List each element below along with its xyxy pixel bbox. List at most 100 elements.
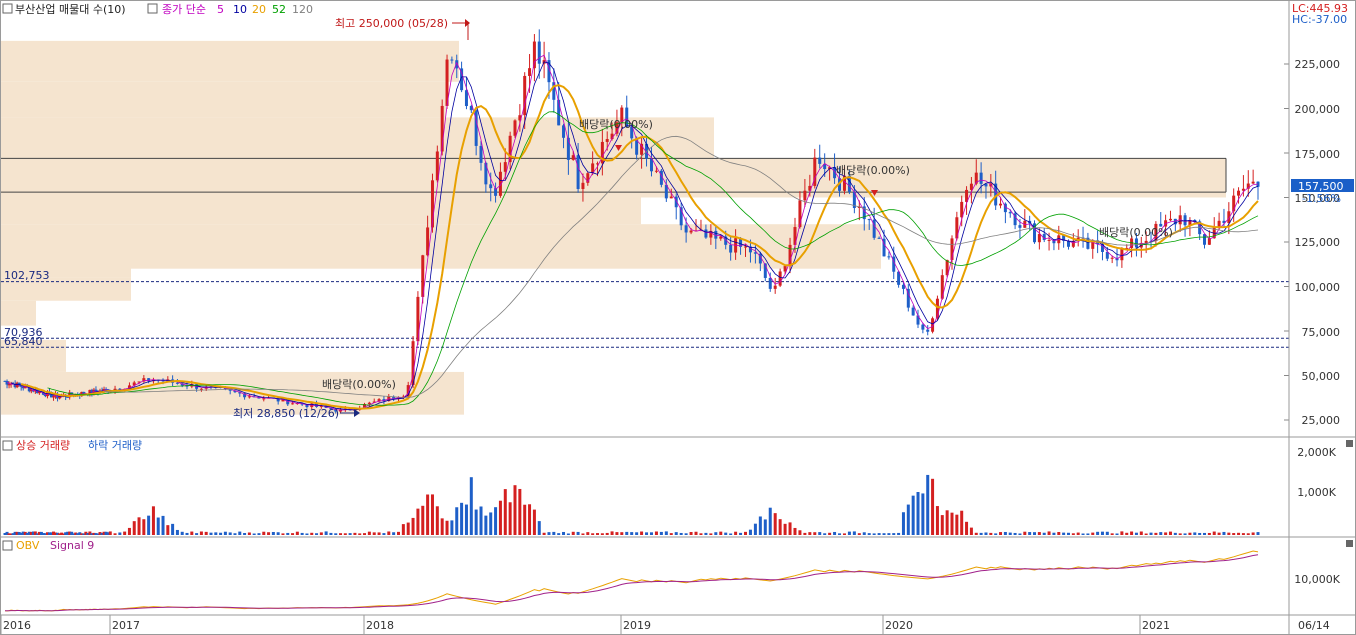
candle-body: [798, 200, 802, 228]
volume-bar: [999, 532, 1003, 535]
volume-bar: [7, 533, 11, 535]
candle-body: [1154, 223, 1158, 241]
volume-bar: [84, 531, 88, 535]
volume-bar: [78, 532, 82, 535]
candle-body: [887, 256, 891, 258]
volume-bar: [15, 531, 19, 535]
current-change: -1.56%: [1302, 192, 1341, 205]
candle-body: [926, 329, 930, 332]
volume-bar: [669, 533, 673, 535]
candle-body: [518, 115, 522, 121]
volume-bar: [315, 533, 319, 535]
volume-bar: [842, 533, 846, 535]
candle-body: [591, 163, 595, 174]
volume-checkbox[interactable]: [2, 440, 13, 451]
obv-panel-close[interactable]: [1346, 540, 1353, 547]
candle-body: [610, 133, 614, 140]
volume-bar: [1164, 532, 1168, 535]
candle-body: [566, 137, 570, 160]
volume-bar: [640, 531, 644, 535]
volume-bar: [180, 531, 184, 535]
volume-bar: [286, 532, 290, 535]
time-tick: 2021: [1142, 619, 1170, 632]
high-annotation: 최고 250,000 (05/28): [335, 17, 448, 30]
price-tick: 225,000: [1295, 58, 1341, 71]
volume-bar: [88, 531, 92, 535]
candle-body: [788, 244, 792, 267]
candle-body: [489, 184, 493, 189]
volume-bar: [358, 533, 362, 535]
volume-bar: [813, 532, 817, 535]
volume-bar: [151, 506, 155, 535]
volume-bar: [161, 515, 165, 535]
candle-body: [1251, 181, 1255, 184]
volume-bar: [969, 527, 973, 535]
candle-body: [1134, 238, 1138, 248]
candle-body: [852, 191, 856, 208]
candle-body: [1183, 215, 1187, 226]
volume-bar: [100, 532, 104, 535]
volume-bar: [132, 521, 136, 535]
candle-body: [41, 392, 45, 395]
candle-body: [704, 229, 708, 238]
candle-body: [147, 378, 151, 382]
volume-bar: [204, 531, 208, 535]
volume-bar: [818, 532, 822, 535]
ma-checkbox[interactable]: [147, 3, 158, 14]
candle-body: [1018, 225, 1022, 228]
volume-bar: [586, 532, 590, 535]
candle-body: [921, 324, 925, 330]
candle-body: [793, 227, 797, 245]
time-axis: 2016 2017 2018 2019 2020 2021 06/14: [0, 615, 1330, 635]
candle-body: [228, 389, 232, 391]
volume-bar: [838, 533, 842, 535]
candle-body: [1052, 239, 1056, 244]
volume-bar: [1217, 532, 1221, 535]
candle-body: [426, 227, 430, 256]
price-tick: 125,000: [1295, 236, 1341, 249]
volume-bar: [1013, 532, 1017, 535]
legend-checkbox[interactable]: [2, 3, 13, 14]
volume-bar: [897, 532, 901, 535]
dividend-marker: [871, 190, 878, 196]
price-tick: 200,000: [1295, 103, 1341, 116]
volume-bar: [872, 533, 876, 535]
obv-checkbox[interactable]: [2, 540, 13, 551]
volume-bar: [758, 516, 762, 535]
volume-bar: [41, 533, 45, 535]
volume-bar: [233, 533, 237, 535]
profile-block: [1, 339, 66, 372]
price-tick: 100,000: [1295, 281, 1341, 294]
candle-body: [867, 219, 871, 221]
candle-body: [450, 59, 454, 61]
volume-bar: [70, 531, 74, 535]
volume-down-label: 하락 거래량: [88, 438, 142, 452]
volume-bar: [659, 531, 663, 535]
candle-body: [52, 396, 56, 398]
candle-body: [916, 315, 920, 325]
candle-body: [276, 398, 280, 402]
volume-bar: [86, 533, 90, 535]
obv-signal-line: [4, 554, 1259, 612]
volume-bar: [33, 531, 37, 535]
volume-panel-close[interactable]: [1346, 440, 1353, 447]
candle-body: [969, 183, 973, 190]
candle-body: [185, 385, 189, 387]
volume-bar: [305, 533, 309, 535]
candle-body: [247, 396, 251, 398]
volume-bar: [591, 533, 595, 535]
volume-bar: [474, 509, 478, 535]
candle-body: [823, 163, 827, 170]
candle-body: [649, 158, 653, 172]
candle-body: [1003, 203, 1007, 213]
candle-body: [615, 122, 619, 134]
volume-bar: [847, 531, 851, 535]
candle-body: [1193, 220, 1197, 222]
volume-bar: [763, 519, 767, 535]
volume-bar: [479, 506, 483, 535]
volume-bar: [537, 521, 541, 535]
volume-bar: [247, 532, 251, 535]
ma-period: 20: [252, 3, 266, 16]
candle-body: [305, 404, 309, 408]
volume-bar: [219, 532, 223, 535]
